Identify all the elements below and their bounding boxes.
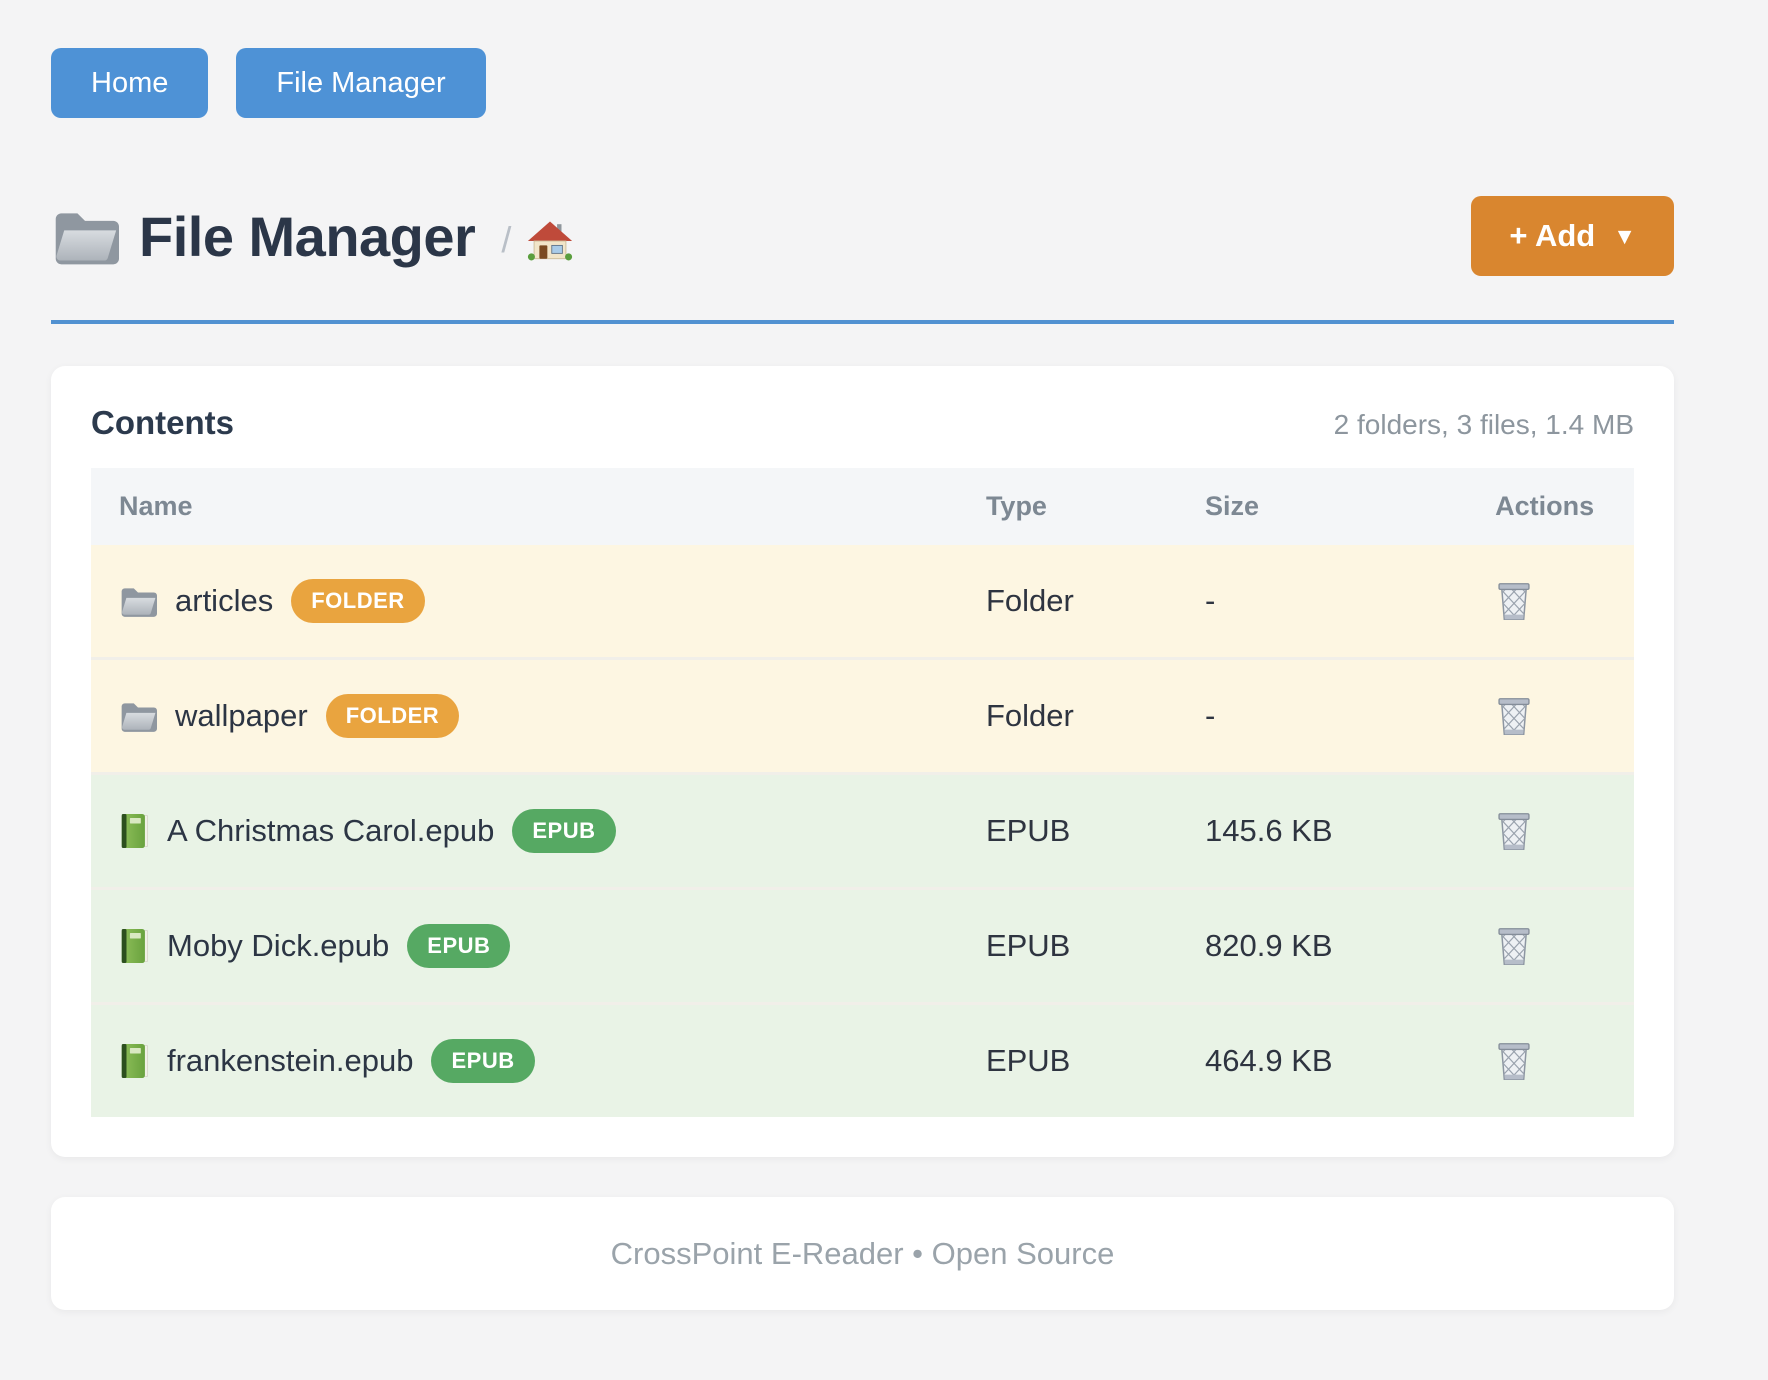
trash-icon <box>1495 925 1533 968</box>
file-type: EPUB <box>985 813 1071 848</box>
file-name[interactable]: Moby Dick.epub <box>167 928 390 963</box>
nav-home-button[interactable]: Home <box>51 48 209 118</box>
column-header-type: Type <box>985 491 1047 521</box>
add-button[interactable]: + Add ▼ <box>1471 196 1674 276</box>
folder-icon <box>119 585 157 617</box>
delete-button[interactable] <box>1495 695 1533 738</box>
book-icon <box>119 813 149 849</box>
file-size: 145.6 KB <box>1205 813 1333 848</box>
file-size: 820.9 KB <box>1205 928 1333 963</box>
epub-badge: EPUB <box>407 924 511 968</box>
book-icon <box>119 1043 149 1079</box>
table-row[interactable]: Moby Dick.epub EPUB EPUB 820.9 KB <box>91 890 1634 1005</box>
file-type: Folder <box>985 698 1074 733</box>
file-type: EPUB <box>985 1043 1071 1078</box>
epub-badge: EPUB <box>512 809 616 853</box>
page-header: File Manager / + Add ▼ <box>51 196 1674 276</box>
contents-title: Contents <box>91 404 234 441</box>
contents-summary: 2 folders, 3 files, 1.4 MB <box>1333 409 1634 440</box>
contents-header: Contents 2 folders, 3 files, 1.4 MB <box>91 404 1634 442</box>
file-size: 464.9 KB <box>1205 1043 1333 1078</box>
file-type: Folder <box>985 583 1074 618</box>
delete-button[interactable] <box>1495 925 1533 968</box>
file-size: - <box>1205 698 1216 733</box>
page-title: File Manager <box>139 204 476 268</box>
book-icon <box>119 928 149 964</box>
file-type: EPUB <box>985 928 1071 963</box>
table-row[interactable]: articles FOLDER Folder - <box>91 545 1634 660</box>
folder-badge: FOLDER <box>291 579 425 623</box>
file-name[interactable]: A Christmas Carol.epub <box>167 813 495 848</box>
footer-card: CrossPoint E-Reader • Open Source <box>51 1197 1674 1310</box>
table-header-row: Name Type Size Actions <box>91 468 1634 545</box>
column-header-name: Name <box>119 491 193 521</box>
contents-card: Contents 2 folders, 3 files, 1.4 MB Name… <box>51 366 1674 1157</box>
epub-badge: EPUB <box>431 1039 535 1083</box>
add-button-label: + Add <box>1509 218 1596 253</box>
top-nav: Home File Manager <box>51 48 1674 118</box>
file-name[interactable]: frankenstein.epub <box>167 1043 414 1078</box>
trash-icon <box>1495 695 1533 738</box>
file-size: - <box>1205 583 1216 618</box>
footer-text: CrossPoint E-Reader • Open Source <box>610 1235 1115 1271</box>
header-divider <box>51 320 1674 324</box>
trash-icon <box>1495 1040 1533 1083</box>
caret-down-icon: ▼ <box>1613 222 1636 249</box>
nav-file-manager-button[interactable]: File Manager <box>236 48 486 118</box>
folder-icon <box>51 207 119 265</box>
column-header-size: Size <box>1205 491 1260 521</box>
breadcrumb-separator: / <box>501 219 512 260</box>
table-row[interactable]: frankenstein.epub EPUB EPUB 464.9 KB <box>91 1005 1634 1117</box>
table-row[interactable]: A Christmas Carol.epub EPUB EPUB 145.6 K… <box>91 775 1634 890</box>
folder-icon <box>119 700 157 732</box>
delete-button[interactable] <box>1495 810 1533 853</box>
folder-badge: FOLDER <box>325 694 460 738</box>
title-group: File Manager / <box>51 204 573 269</box>
file-name[interactable]: articles <box>175 583 274 618</box>
column-header-actions: Actions <box>1495 491 1595 521</box>
file-name[interactable]: wallpaper <box>175 698 308 733</box>
table-row[interactable]: wallpaper FOLDER Folder - <box>91 660 1634 775</box>
delete-button[interactable] <box>1495 580 1533 623</box>
file-table: Name Type Size Actions articles FOLDER F… <box>91 468 1634 1117</box>
page: Home File Manager File Manager / + Add ▼… <box>51 48 1674 1310</box>
trash-icon <box>1495 580 1533 623</box>
delete-button[interactable] <box>1495 1040 1533 1083</box>
trash-icon <box>1495 810 1533 853</box>
house-icon[interactable] <box>527 220 573 262</box>
